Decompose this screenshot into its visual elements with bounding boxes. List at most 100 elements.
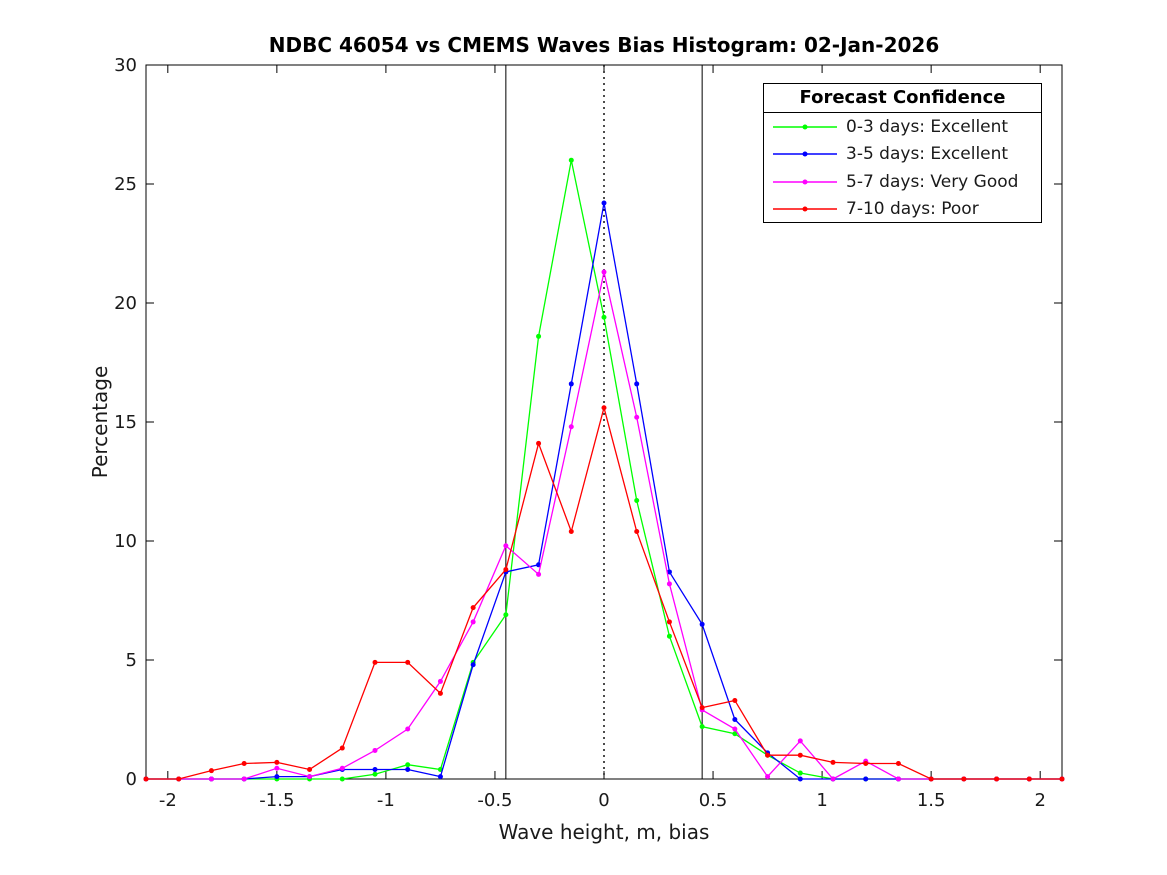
chart-title: NDBC 46054 vs CMEMS Waves Bias Histogram… xyxy=(268,33,940,57)
data-point-marker xyxy=(437,690,443,696)
data-point-marker xyxy=(241,761,247,767)
legend-row: 3-5 days: Excellent xyxy=(764,141,1041,169)
x-axis-label: Wave height, m, bias xyxy=(498,820,710,844)
legend-label: 3-5 days: Excellent xyxy=(846,144,1009,165)
data-point-marker xyxy=(405,762,411,768)
y-tick-label: 25 xyxy=(114,174,137,195)
data-point-marker xyxy=(895,776,901,782)
data-point-marker xyxy=(307,774,313,780)
y-tick-label: 5 xyxy=(126,650,137,671)
data-point-marker xyxy=(568,424,574,430)
data-point-marker xyxy=(339,776,345,782)
data-point-marker xyxy=(765,774,771,780)
data-point-marker xyxy=(994,776,1000,782)
legend-sample xyxy=(773,124,837,130)
data-point-marker xyxy=(503,612,509,618)
x-tick-label: 0 xyxy=(598,790,609,811)
y-tick-label: 20 xyxy=(114,293,137,314)
data-point-marker xyxy=(732,717,738,722)
legend-sample xyxy=(773,151,837,157)
data-point-marker xyxy=(405,659,411,665)
data-point-marker xyxy=(307,766,313,772)
y-tick-label: 30 xyxy=(114,55,137,76)
data-point-marker xyxy=(437,774,443,780)
data-point-marker xyxy=(503,567,509,573)
data-point-marker xyxy=(274,759,280,765)
data-point-marker xyxy=(895,761,901,767)
legend-row: 5-7 days: Very Good xyxy=(764,168,1041,196)
data-point-marker xyxy=(732,726,738,732)
legend-row: 0-3 days: Excellent xyxy=(764,113,1041,141)
x-tick-label: -2 xyxy=(159,790,177,811)
data-point-marker xyxy=(797,770,803,776)
data-point-marker xyxy=(797,776,803,782)
legend-label: 7-10 days: Poor xyxy=(846,199,979,220)
x-tick-label: -1.5 xyxy=(259,790,294,811)
data-point-marker xyxy=(405,766,411,772)
data-point-marker xyxy=(339,745,345,751)
data-point-marker xyxy=(503,543,509,549)
data-point-marker xyxy=(797,752,803,758)
data-point-marker xyxy=(274,765,280,771)
data-point-marker xyxy=(830,776,836,782)
x-tick-label: 1.5 xyxy=(917,790,946,811)
data-point-marker xyxy=(372,771,378,777)
data-point-marker xyxy=(699,705,705,711)
legend-sample-marker xyxy=(802,206,808,212)
data-point-marker xyxy=(470,619,476,625)
data-point-marker xyxy=(601,200,607,206)
data-point-marker xyxy=(634,414,640,420)
legend-row: 7-10 days: Poor xyxy=(764,196,1041,224)
data-point-marker xyxy=(536,440,542,446)
data-point-marker xyxy=(568,157,574,163)
data-point-marker xyxy=(601,405,607,411)
data-point-marker xyxy=(830,759,836,765)
legend-label: 5-7 days: Very Good xyxy=(846,171,1019,192)
data-point-marker xyxy=(143,776,149,782)
data-point-marker xyxy=(405,726,411,732)
data-point-marker xyxy=(863,761,869,767)
data-point-marker xyxy=(666,633,672,639)
data-point-marker xyxy=(1059,776,1065,782)
data-point-marker xyxy=(928,776,934,782)
data-point-marker xyxy=(176,776,182,782)
legend-label: 0-3 days: Excellent xyxy=(846,116,1009,137)
data-point-marker xyxy=(797,738,803,744)
y-axis-label: Percentage xyxy=(88,365,112,479)
data-point-marker xyxy=(339,765,345,771)
x-tick-label: -1 xyxy=(377,790,395,811)
data-point-marker xyxy=(634,498,640,504)
x-tick-label: 0.5 xyxy=(699,790,728,811)
data-point-marker xyxy=(208,768,214,774)
data-point-marker xyxy=(536,571,542,577)
legend-sample-marker xyxy=(802,179,808,185)
data-point-marker xyxy=(634,381,640,387)
data-point-marker xyxy=(1026,776,1032,782)
x-tick-label: -0.5 xyxy=(477,790,512,811)
x-tick-label: 1 xyxy=(816,790,827,811)
data-point-marker xyxy=(863,776,869,782)
data-point-marker xyxy=(601,314,607,320)
data-point-marker xyxy=(470,662,476,668)
data-point-marker xyxy=(372,659,378,665)
data-point-marker xyxy=(470,605,476,611)
data-point-marker xyxy=(241,776,247,782)
data-point-marker xyxy=(372,766,378,772)
data-point-marker xyxy=(208,776,214,782)
data-point-marker xyxy=(634,528,640,534)
data-point-marker xyxy=(699,621,705,627)
x-tick-label: 2 xyxy=(1034,790,1045,811)
data-point-marker xyxy=(666,581,672,587)
legend-sample-marker xyxy=(802,151,808,157)
data-point-marker xyxy=(568,528,574,534)
legend-sample xyxy=(773,206,837,212)
legend-title: Forecast Confidence xyxy=(764,84,1041,113)
data-point-marker xyxy=(961,776,967,782)
data-point-marker xyxy=(536,333,542,339)
y-tick-label: 0 xyxy=(126,769,137,790)
y-tick-label: 15 xyxy=(114,412,137,433)
data-point-marker xyxy=(274,774,280,780)
y-tick-label: 10 xyxy=(114,531,137,552)
legend: Forecast Confidence 0-3 days: Excellent 3… xyxy=(763,83,1042,223)
